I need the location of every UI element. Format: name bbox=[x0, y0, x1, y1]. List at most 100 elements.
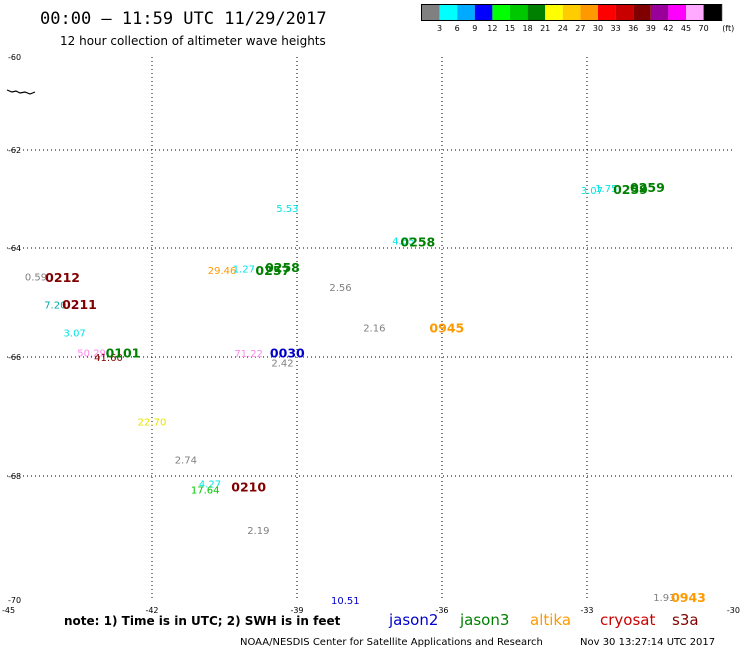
scale-label: 27 bbox=[575, 24, 585, 33]
lat-lon-grid bbox=[7, 57, 732, 600]
lon-tick-label: -39 bbox=[290, 606, 303, 615]
lon-tick-label: -42 bbox=[145, 606, 158, 615]
scale-label: 45 bbox=[681, 24, 691, 33]
units-note: note: 1) Time is in UTC; 2) SWH is in fe… bbox=[64, 614, 341, 628]
map-subtitle: 12 hour collection of altimeter wave hei… bbox=[60, 34, 326, 48]
pass-time: 0030 bbox=[270, 346, 305, 361]
swh-value: 41.60 bbox=[94, 353, 123, 364]
scale-label: 9 bbox=[472, 24, 477, 33]
timestamp-text: Nov 30 13:27:14 UTC 2017 bbox=[580, 637, 715, 648]
scale-label: 15 bbox=[505, 24, 515, 33]
scale-label: 39 bbox=[646, 24, 656, 33]
scale-label: 30 bbox=[593, 24, 603, 33]
swh-value: 4.55 bbox=[392, 237, 414, 248]
swh-value: 1.75 bbox=[595, 184, 617, 195]
lon-tick-label: -30 bbox=[727, 606, 740, 615]
pass-time: 0943 bbox=[671, 590, 706, 605]
scale-swatch bbox=[545, 5, 563, 20]
coastline-fragment-icon bbox=[6, 89, 36, 95]
swh-value: 29.46 bbox=[208, 266, 237, 277]
scale-swatch bbox=[668, 5, 686, 20]
lat-tick-label: -60 bbox=[8, 53, 21, 62]
scale-swatch bbox=[580, 5, 598, 20]
lat-tick-label: -70 bbox=[8, 596, 21, 605]
satellite-legend-altika: altika bbox=[530, 611, 571, 629]
scale-swatch bbox=[633, 5, 651, 20]
swh-value: 2.42 bbox=[271, 358, 293, 369]
scale-swatch bbox=[422, 5, 440, 20]
map-title: 00:00 — 11:59 UTC 11/29/2017 bbox=[40, 9, 327, 29]
swh-value: 1.27 bbox=[233, 265, 255, 276]
swh-value: 2.74 bbox=[175, 455, 197, 466]
pass-time: 0258 bbox=[265, 260, 300, 275]
scale-swatch bbox=[650, 5, 669, 20]
scale-label: 21 bbox=[540, 24, 550, 33]
lon-tick-label: -36 bbox=[435, 606, 448, 615]
swh-value: 17.64 bbox=[191, 486, 220, 497]
credit-text: NOAA/NESDIS Center for Satellite Applica… bbox=[240, 637, 543, 648]
lon-tick-label: -45 bbox=[2, 606, 15, 615]
swh-value: 3.07 bbox=[581, 186, 603, 197]
scale-swatch bbox=[457, 5, 475, 20]
swh-value: 1.93 bbox=[653, 593, 675, 604]
swh-value: 7.20 bbox=[44, 301, 66, 312]
scale-swatch bbox=[562, 5, 581, 20]
pass-time: 0258 bbox=[400, 235, 435, 250]
scale-label: 18 bbox=[523, 24, 533, 33]
scale-swatch bbox=[598, 5, 616, 20]
satellite-legend-jason2: jason2 bbox=[388, 611, 438, 629]
lat-tick-label: -68 bbox=[8, 472, 21, 481]
swh-value: 10.51 bbox=[331, 596, 360, 607]
scale-label: 42 bbox=[663, 24, 673, 33]
map-plot-area bbox=[7, 57, 732, 600]
scale-border bbox=[421, 4, 723, 21]
scale-label: 24 bbox=[558, 24, 568, 33]
swh-value: 0.59 bbox=[25, 272, 47, 283]
scale-label: 36 bbox=[628, 24, 638, 33]
scale-label: 3 bbox=[437, 24, 442, 33]
scale-swatch bbox=[474, 5, 493, 20]
lat-tick-label: -64 bbox=[8, 244, 21, 253]
scale-swatch bbox=[527, 5, 546, 20]
pass-time: 0212 bbox=[45, 270, 80, 285]
swh-value: 5.53 bbox=[276, 204, 298, 215]
scale-swatch bbox=[439, 5, 458, 20]
satellite-legend-jason3: jason3 bbox=[459, 611, 509, 629]
satellite-legend-cryosat: cryosat bbox=[600, 611, 655, 629]
pass-time: 0210 bbox=[231, 480, 266, 495]
swh-value: 2.19 bbox=[247, 526, 269, 537]
pass-time: 0101 bbox=[106, 346, 141, 361]
swh-value: 2.56 bbox=[329, 283, 351, 294]
swh-value: 22.70 bbox=[138, 417, 167, 428]
pass-time: 0945 bbox=[429, 321, 464, 336]
scale-swatch bbox=[686, 5, 704, 20]
satellite-legend: jason2 jason3 altika cryosat s3a bbox=[388, 611, 699, 629]
scale-label: 70 bbox=[699, 24, 709, 33]
swh-value: 71.22 bbox=[234, 349, 263, 360]
scale-label: 6 bbox=[455, 24, 460, 33]
scale-label: 33 bbox=[611, 24, 621, 33]
swh-value: 2.16 bbox=[363, 324, 385, 335]
scale-swatch bbox=[615, 5, 634, 20]
lon-tick-label: -33 bbox=[580, 606, 593, 615]
lat-tick-label: -62 bbox=[8, 146, 21, 155]
map-axes: -45 -42 -39 -36 -33 -30 -60 -62 -64 -66 -68 -70 bbox=[2, 53, 740, 615]
wave-height-color-scale: 3 6 9 12 15 18 21 24 27 30 33 36 39 42 45 70 (ft) bbox=[421, 4, 734, 33]
scale-swatch bbox=[703, 5, 722, 20]
swh-value: 4.27 bbox=[199, 479, 221, 490]
scale-unit: (ft) bbox=[722, 24, 734, 33]
pass-time: 0259 bbox=[613, 182, 648, 197]
map-frame bbox=[7, 57, 732, 600]
pass-time: 0257 bbox=[255, 263, 290, 278]
swh-value: 50.29 bbox=[77, 349, 106, 360]
swh-value: 3.07 bbox=[64, 328, 86, 339]
scale-label: 12 bbox=[487, 24, 497, 33]
pass-time: 0259 bbox=[630, 180, 665, 195]
pass-time: 0211 bbox=[62, 297, 97, 312]
satellite-legend-s3a: s3a bbox=[672, 611, 699, 629]
lat-tick-label: -66 bbox=[8, 353, 21, 362]
scale-swatch bbox=[510, 5, 528, 20]
scale-swatch bbox=[492, 5, 510, 20]
